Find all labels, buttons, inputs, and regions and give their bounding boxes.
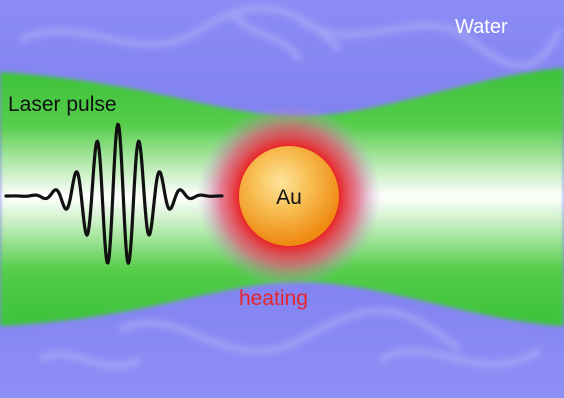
au-label: Au bbox=[276, 186, 302, 209]
gold-nanoparticle bbox=[239, 146, 339, 246]
heating-label: heating bbox=[239, 287, 308, 310]
water-label: Water bbox=[455, 16, 508, 38]
laser-pulse-waveform bbox=[4, 122, 224, 265]
laser-pulse-label: Laser pulse bbox=[8, 93, 117, 116]
water-ripples bbox=[18, 5, 563, 369]
